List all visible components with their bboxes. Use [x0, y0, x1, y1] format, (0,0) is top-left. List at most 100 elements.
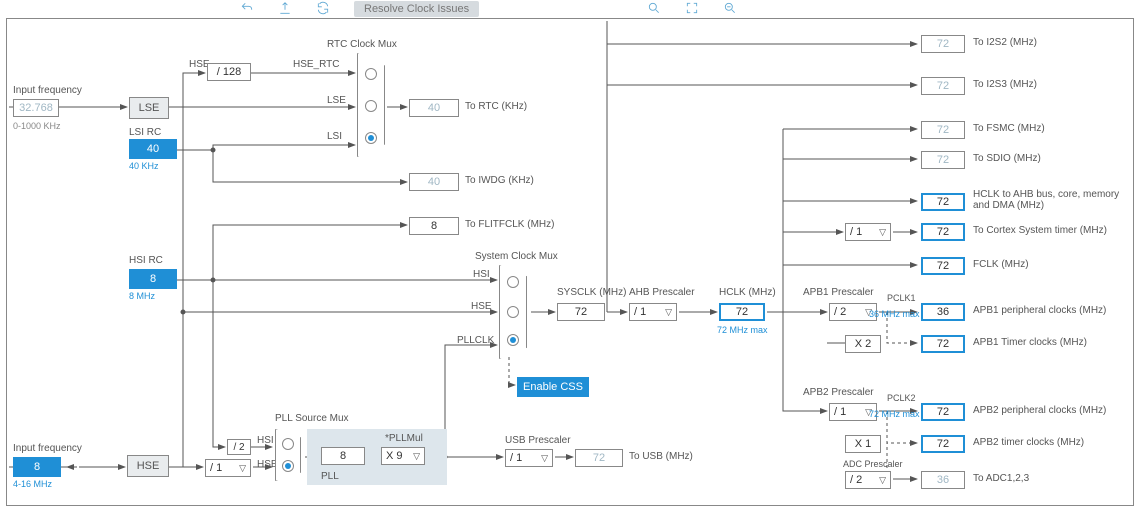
rtc-mux-lsi[interactable]: [365, 132, 377, 144]
rtc-mux-hse[interactable]: [365, 68, 377, 80]
input-freq-hse-label: Input frequency: [13, 443, 82, 454]
resolve-button[interactable]: Resolve Clock Issues: [354, 1, 479, 17]
usb-prescaler-title: USB Prescaler: [505, 435, 571, 446]
fsmc-label: To FSMC (MHz): [973, 123, 1045, 134]
hclk-value: 72: [719, 303, 765, 321]
apb2-periph-label: APB2 peripheral clocks (MHz): [973, 405, 1106, 416]
rtc-mux[interactable]: [357, 53, 385, 157]
input-freq-lse-label: Input frequency: [13, 85, 82, 96]
pll-mux[interactable]: [275, 429, 301, 481]
rtc-mux-lse[interactable]: [365, 100, 377, 112]
cortex-div[interactable]: / 1▽: [845, 223, 891, 241]
apb1-pclk1-max: 36 MHz max: [869, 309, 920, 319]
sdio-value: 72: [921, 151, 965, 169]
hclk-label: HCLK (MHz): [719, 287, 776, 298]
enable-css-button[interactable]: Enable CSS: [517, 377, 589, 397]
fsmc-value: 72: [921, 121, 965, 139]
sysmux-hse-label: HSE: [471, 301, 492, 312]
sdio-label: To SDIO (MHz): [973, 153, 1041, 164]
undo-icon[interactable]: [240, 1, 254, 18]
pll-source-title: PLL Source Mux: [275, 413, 349, 424]
apb1-timer-mul: X 2: [845, 335, 881, 353]
sysmux-hsi-label: HSI: [473, 269, 490, 280]
i2s3-value: 72: [921, 77, 965, 95]
hsi-label: HSI RC: [129, 255, 163, 266]
adc-title: ADC Prescaler: [843, 459, 903, 469]
lsi-value: 40: [129, 139, 177, 159]
apb2-timer-value: 72: [921, 435, 965, 453]
search-icon[interactable]: [647, 1, 661, 18]
sysmux-title: System Clock Mux: [475, 251, 558, 262]
lse-block[interactable]: LSE: [129, 97, 169, 119]
pll-mux-hse[interactable]: [282, 460, 294, 472]
hse-block[interactable]: HSE: [127, 455, 169, 477]
lsi-unit: 40 KHz: [129, 161, 159, 171]
rtc-lse-label: LSE: [327, 95, 346, 106]
systick-value: 72: [921, 223, 965, 241]
apb1-timer-label: APB1 Timer clocks (MHz): [973, 337, 1087, 348]
usb-prescaler[interactable]: / 1▽: [505, 449, 553, 467]
sysmux-hse[interactable]: [507, 306, 519, 318]
sysmux-pllclk[interactable]: [507, 334, 519, 346]
sysmux-hsi[interactable]: [507, 276, 519, 288]
input-freq-hse-value[interactable]: 8: [13, 457, 61, 477]
apb2-pclk2-label: PCLK2: [887, 393, 916, 403]
pll-value: 8: [321, 447, 365, 465]
iwdg-label: To IWDG (KHz): [465, 175, 534, 186]
i2s3-label: To I2S3 (MHz): [973, 79, 1037, 90]
pllmul-label: *PLLMul: [385, 433, 423, 444]
rtc-hse-rtc-label: HSE_RTC: [293, 59, 340, 70]
rtc-mux-title: RTC Clock Mux: [327, 39, 397, 50]
pll-hsi-div2: / 2: [227, 439, 251, 455]
rtc-div128: / 128: [207, 63, 251, 81]
hse-div-select[interactable]: / 1▽: [205, 459, 251, 477]
hsi-value: 8: [129, 269, 177, 289]
hsi-unit: 8 MHz: [129, 291, 155, 301]
rtc-value: 40: [409, 99, 459, 117]
clock-diagram: Input frequency 32.768 0-1000 KHz LSE LS…: [6, 18, 1134, 506]
sysclk-value: 72: [557, 303, 605, 321]
usb-value: 72: [575, 449, 623, 467]
apb2-pclk2-max: 72 MHz max: [869, 409, 920, 419]
ahb-prescaler[interactable]: / 1▽: [629, 303, 677, 321]
sysmux-pllclk-label: PLLCLK: [457, 335, 494, 346]
apb1-pclk1-label: PCLK1: [887, 293, 916, 303]
adc-label: To ADC1,2,3: [973, 473, 1029, 484]
i2s2-label: To I2S2 (MHz): [973, 37, 1037, 48]
flitf-label: To FLITFCLK (MHz): [465, 219, 554, 230]
adc-value: 36: [921, 471, 965, 489]
input-freq-lse-value: 32.768: [13, 99, 59, 117]
refresh-icon[interactable]: [316, 1, 330, 18]
export-icon[interactable]: [278, 1, 292, 18]
input-freq-hse-range: 4-16 MHz: [13, 479, 52, 489]
systick-label: To Cortex System timer (MHz): [973, 225, 1107, 236]
sysclk-label: SYSCLK (MHz): [557, 287, 626, 298]
zoom-icon[interactable]: [723, 1, 737, 18]
pllmul-select[interactable]: X 9▽: [381, 447, 425, 465]
apb2-timer-label: APB2 timer clocks (MHz): [973, 437, 1084, 448]
rtc-out-label: To RTC (KHz): [465, 101, 527, 112]
usb-label: To USB (MHz): [629, 451, 693, 462]
ahb-label: AHB Prescaler: [629, 287, 695, 298]
apb2-title: APB2 Prescaler: [803, 387, 874, 398]
fclk-value: 72: [921, 257, 965, 275]
fclk-label: FCLK (MHz): [973, 259, 1029, 270]
fullscreen-icon[interactable]: [685, 1, 699, 18]
lsi-label: LSI RC: [129, 127, 161, 138]
i2s2-value: 72: [921, 35, 965, 53]
hclk-bus-label: HCLK to AHB bus, core, memory and DMA (M…: [973, 189, 1123, 211]
hclk-bus-value: 72: [921, 193, 965, 211]
input-freq-lse-range: 0-1000 KHz: [13, 121, 61, 131]
sys-mux[interactable]: [499, 265, 527, 359]
pll-mux-hsi[interactable]: [282, 438, 294, 450]
flitf-value: 8: [409, 217, 459, 235]
toolbar: Resolve Clock Issues: [0, 0, 1140, 18]
apb2-periph-value: 72: [921, 403, 965, 421]
pll-hse-label: HSE: [257, 459, 278, 470]
apb2-timer-mul: X 1: [845, 435, 881, 453]
pll-hsi-label: HSI: [257, 435, 274, 446]
apb1-timer-value: 72: [921, 335, 965, 353]
adc-prescaler[interactable]: / 2▽: [845, 471, 891, 489]
apb1-periph-label: APB1 peripheral clocks (MHz): [973, 305, 1106, 316]
apb1-title: APB1 Prescaler: [803, 287, 874, 298]
